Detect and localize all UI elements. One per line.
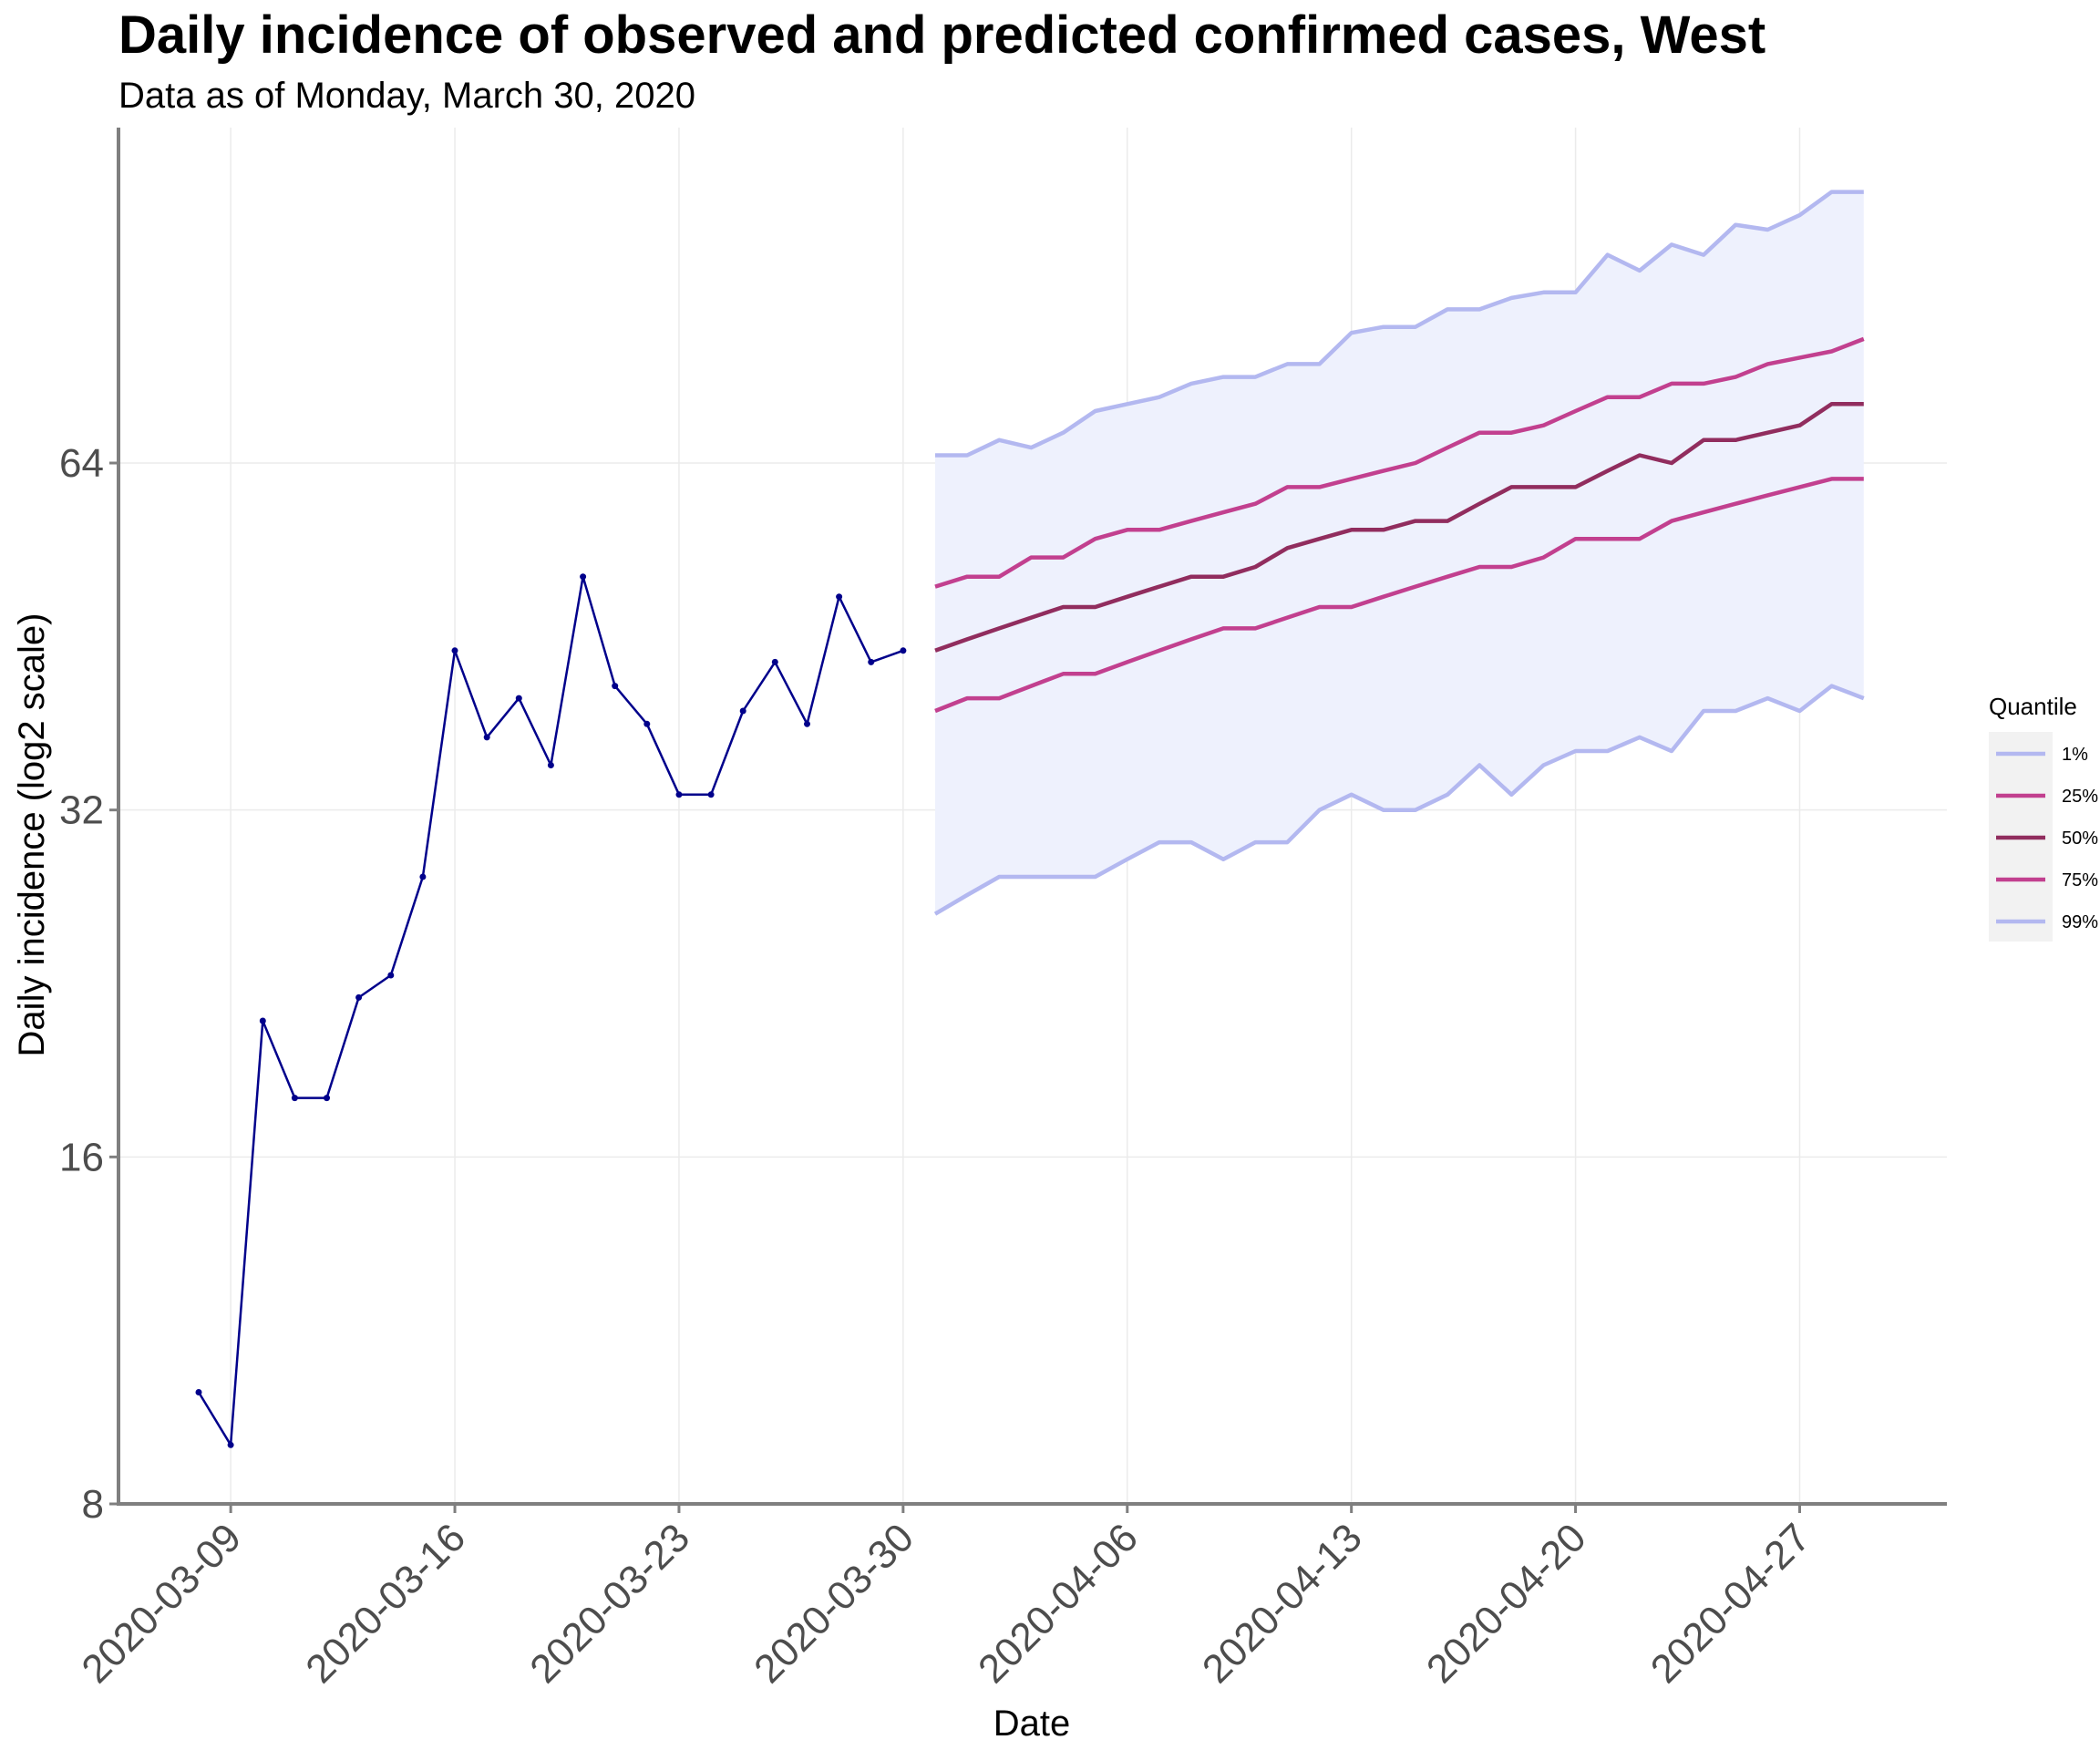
forecast-ribbon-area bbox=[935, 191, 1864, 914]
observed-point bbox=[771, 658, 778, 665]
observed-point bbox=[324, 1095, 330, 1102]
observed-point bbox=[259, 1017, 266, 1024]
observed-point bbox=[580, 573, 587, 581]
axes bbox=[117, 128, 1947, 1506]
series-line-99pct bbox=[935, 190, 1864, 458]
observed-point bbox=[451, 647, 458, 654]
observed-point bbox=[483, 734, 490, 741]
x-tick-label: 2020-03-09 bbox=[73, 1515, 250, 1692]
legend-label: 75% bbox=[2062, 870, 2098, 890]
observed-point bbox=[291, 1095, 298, 1102]
chart-subtitle: Data as of Monday, March 30, 2020 bbox=[118, 76, 695, 116]
observed-point bbox=[900, 647, 907, 654]
x-tick-label: 2020-03-30 bbox=[746, 1515, 922, 1692]
forecast-ribbon bbox=[935, 191, 1864, 914]
x-tick-label: 2020-04-20 bbox=[1418, 1515, 1595, 1692]
legend-label: 50% bbox=[2062, 829, 2098, 849]
series-line-50pct bbox=[934, 402, 1864, 653]
observed-point bbox=[804, 720, 810, 727]
observed-point bbox=[739, 707, 746, 715]
observed-point bbox=[227, 1441, 234, 1448]
series-line-25pct bbox=[934, 477, 1864, 714]
y-tick-label: 32 bbox=[59, 788, 104, 833]
series-line-1pct bbox=[933, 684, 1865, 916]
series-line-75pct bbox=[934, 336, 1865, 589]
observed-point bbox=[643, 720, 651, 727]
legend-title: Quantile bbox=[1989, 693, 2077, 720]
observed-point bbox=[355, 993, 363, 1001]
legend-label: 25% bbox=[2062, 787, 2098, 807]
x-tick-label: 2020-04-06 bbox=[970, 1515, 1147, 1692]
y-ticks: 8 16 32 64 bbox=[59, 441, 118, 1527]
observed-point bbox=[868, 658, 875, 665]
x-tick-label: 2020-03-23 bbox=[521, 1515, 698, 1692]
x-axis-title: Date bbox=[993, 1704, 1071, 1744]
x-ticks: 2020-03-09 2020-03-16 2020-03-23 2020-03-30… bbox=[73, 1504, 1819, 1692]
series-lines bbox=[195, 190, 1865, 1448]
observed-point bbox=[836, 593, 843, 601]
y-tick-label: 8 bbox=[82, 1482, 104, 1527]
observed-point bbox=[547, 762, 554, 768]
x-tick-label: 2020-04-27 bbox=[1642, 1515, 1819, 1692]
y-tick-label: 16 bbox=[59, 1135, 104, 1179]
legend: Quantile 1% 25% 50% 75% 99% bbox=[1989, 693, 2098, 942]
observed-point bbox=[612, 683, 619, 690]
legend-label: 1% bbox=[2062, 745, 2088, 765]
y-tick-label: 64 bbox=[59, 441, 104, 486]
observed-point bbox=[195, 1389, 202, 1395]
observed-point bbox=[707, 791, 715, 798]
observed-point bbox=[675, 791, 683, 798]
observed-line bbox=[197, 575, 904, 1446]
observed-point bbox=[419, 873, 427, 880]
observed-point bbox=[387, 972, 395, 979]
observed-point bbox=[515, 695, 522, 702]
x-tick-label: 2020-03-16 bbox=[297, 1515, 474, 1692]
legend-label: 99% bbox=[2062, 912, 2098, 932]
y-axis-title: Daily incidence (log2 scale) bbox=[12, 613, 52, 1057]
x-tick-label: 2020-04-13 bbox=[1194, 1515, 1371, 1692]
chart-title: Daily incidence of observed and predicte… bbox=[118, 5, 1765, 65]
